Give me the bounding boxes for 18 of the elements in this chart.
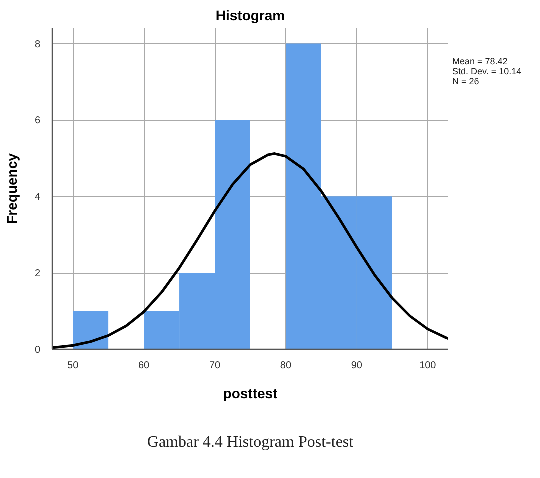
x-tick-label: 100 <box>420 360 437 372</box>
x-tick-label: 90 <box>351 360 363 372</box>
x-tick-label: 70 <box>209 360 222 372</box>
x-tick-label: 80 <box>280 360 292 372</box>
x-axis-title: posttest <box>223 386 278 402</box>
y-tick-label: 6 <box>34 116 41 127</box>
y-tick-label: 4 <box>34 192 41 204</box>
text: Mean = 78.42 <box>452 56 508 66</box>
text: Gambar 4.4 Histogram Post-test <box>147 434 354 451</box>
text: N = 26 <box>452 76 480 86</box>
y-tick-label: 0 <box>34 345 41 356</box>
text: Std. Dev. = 10.14 <box>452 66 522 76</box>
y-tick-label: 8 <box>34 39 41 50</box>
chart-title: Histogram <box>216 8 286 24</box>
y-tick-label: 2 <box>34 268 41 280</box>
x-tick-label: 50 <box>68 360 80 372</box>
y-axis-title: Frequency <box>4 153 20 224</box>
x-tick-label: 60 <box>138 360 150 372</box>
